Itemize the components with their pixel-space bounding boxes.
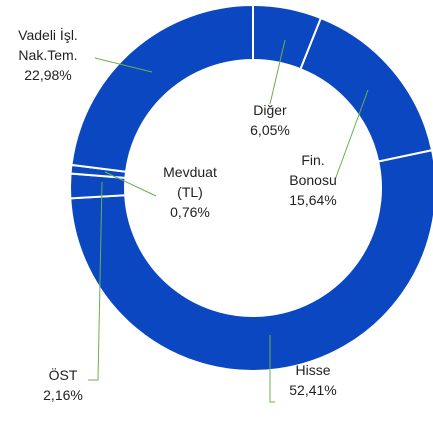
leader-line (269, 335, 275, 403)
donut-segment (70, 3, 254, 173)
label-name: Hisse (295, 362, 331, 378)
label-name: ÖST (48, 367, 78, 383)
label-name: Mevduat (TL) (163, 164, 217, 200)
data-label: Mevduat (TL) 0,76% (163, 162, 217, 222)
leader-line (104, 171, 157, 197)
data-label: ÖST 2,16% (43, 365, 83, 405)
label-name: Fin. Bonosu (289, 152, 337, 188)
leader-line (94, 57, 153, 73)
donut-segment (299, 16, 433, 163)
label-value: 52,41% (289, 382, 337, 398)
leader-line (334, 89, 369, 181)
leader-line (269, 39, 286, 105)
label-value: 22,98% (24, 67, 72, 83)
data-label: Hisse 52,41% (289, 360, 336, 400)
leader-line (88, 181, 103, 381)
label-value: 2,16% (43, 387, 83, 403)
label-value: 6,05% (250, 122, 290, 138)
data-label: Diğer 6,05% (250, 100, 290, 140)
data-label: Fin. Bonosu 15,64% (289, 150, 336, 210)
data-label: Vadeli İşl. Nak.Tem. 22,98% (18, 25, 78, 85)
donut-segment (69, 149, 433, 372)
label-value: 15,64% (289, 192, 337, 208)
label-value: 0,76% (170, 204, 210, 220)
label-name: Diğer (253, 102, 287, 118)
label-name: Vadeli İşl. Nak.Tem. (18, 27, 78, 63)
